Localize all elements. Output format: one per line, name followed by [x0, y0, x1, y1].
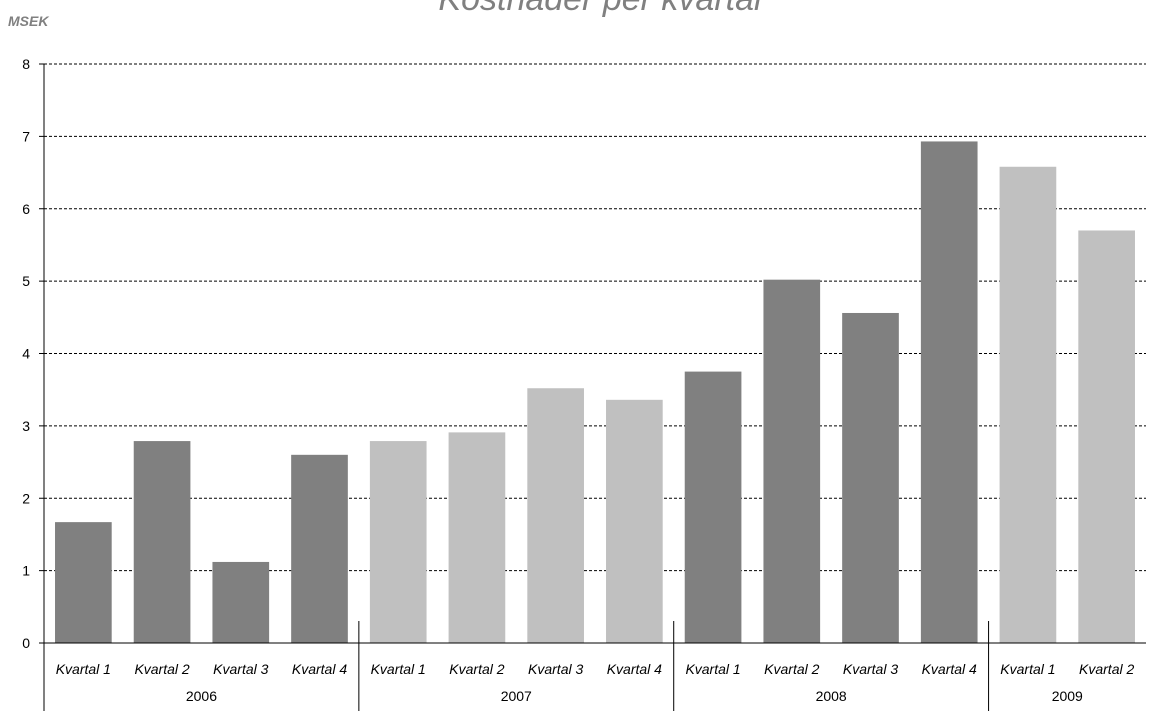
x-tick-label-2007-1: Kvartal 1 — [371, 661, 426, 677]
bar-2008-4 — [920, 141, 978, 643]
bar-2006-2 — [133, 441, 191, 643]
y-tick-label-5: 5 — [22, 273, 30, 289]
bar-2008-2 — [763, 279, 821, 643]
x-tick-label-2008-3: Kvartal 3 — [843, 661, 898, 677]
x-tick-label-2007-4: Kvartal 4 — [607, 661, 662, 677]
x-tick-label-2008-4: Kvartal 4 — [922, 661, 977, 677]
y-tick-label-3: 3 — [22, 418, 30, 434]
bar-2007-3 — [527, 388, 584, 643]
gridlines — [44, 63, 1146, 572]
bars — [55, 141, 1135, 643]
x-group-label-2009: 2009 — [1052, 688, 1083, 704]
y-tick-label-6: 6 — [22, 201, 30, 217]
y-tick-label-7: 7 — [22, 128, 30, 144]
bar-2007-2 — [448, 432, 506, 643]
x-tick-label-2008-2: Kvartal 2 — [764, 661, 819, 677]
y-tick-label-2: 2 — [22, 490, 30, 506]
bar-2008-3 — [842, 312, 899, 643]
y-tick-label-0: 0 — [22, 635, 30, 651]
y-tick-label-8: 8 — [22, 56, 30, 72]
x-tick-label-2006-4: Kvartal 4 — [292, 661, 347, 677]
y-tick-label-4: 4 — [22, 346, 30, 362]
x-group-label-2006: 2006 — [186, 688, 217, 704]
x-group-label-2007: 2007 — [501, 688, 532, 704]
y-axis-unit-label: MSEK — [8, 13, 49, 29]
bar-2006-1 — [55, 522, 112, 643]
axes — [39, 63, 1146, 711]
x-tick-label-2009-1: Kvartal 1 — [1000, 661, 1055, 677]
axis-labels: 0 1 2 3 4 5 6 7 8 Kvartal 1 Kvartal 2 Kvartal 3 Kvar… — [22, 56, 1134, 704]
x-tick-label-2006-3: Kvartal 3 — [213, 661, 268, 677]
x-tick-label-2008-1: Kvartal 1 — [685, 661, 740, 677]
x-tick-label-2006-2: Kvartal 2 — [134, 661, 189, 677]
bar-2009-1 — [999, 166, 1057, 643]
bar-2009-2 — [1078, 230, 1135, 643]
bar-2008-1 — [684, 371, 742, 643]
x-tick-label-2009-2: Kvartal 2 — [1079, 661, 1134, 677]
x-tick-label-2007-3: Kvartal 3 — [528, 661, 583, 677]
bar-2006-3 — [212, 561, 270, 643]
x-tick-label-2006-1: Kvartal 1 — [56, 661, 111, 677]
x-tick-label-2007-2: Kvartal 2 — [449, 661, 504, 677]
bar-2007-4 — [606, 399, 663, 643]
y-tick-label-1: 1 — [22, 563, 30, 579]
bar-2006-4 — [291, 454, 348, 643]
chart-title: Kostnader per kvartal — [438, 0, 763, 18]
x-group-label-2008: 2008 — [816, 688, 847, 704]
bar-2007-1 — [369, 441, 427, 643]
